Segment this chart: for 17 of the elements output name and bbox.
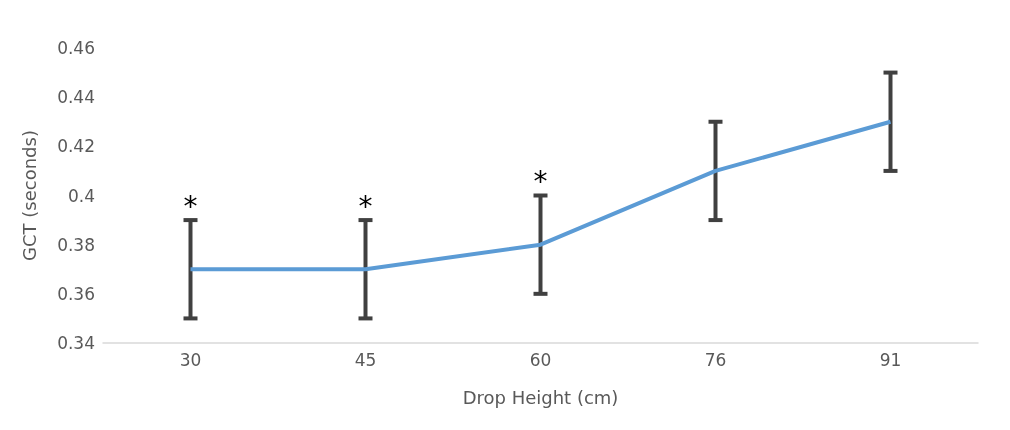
x-axis-title: Drop Height (cm) (462, 386, 619, 408)
x-tick-label: 60 (529, 349, 552, 370)
y-axis-title: GCT (seconds) (18, 130, 40, 261)
y-tick-label: 0.4 (67, 185, 95, 206)
annotation: * (533, 165, 548, 198)
x-tick-label: 76 (704, 349, 727, 370)
y-tick-label: 0.42 (57, 136, 95, 157)
y-tick-label: 0.36 (57, 283, 95, 304)
x-tick-label: 45 (354, 349, 377, 370)
y-tick-label: 0.44 (57, 87, 95, 108)
annotation: * (358, 189, 373, 223)
y-tick-label: 0.34 (57, 333, 95, 353)
x-tick-label: 30 (179, 349, 202, 370)
annotation: * (183, 189, 198, 223)
y-tick-label: 0.46 (57, 38, 95, 58)
x-tick-label: 91 (879, 349, 902, 370)
y-tick-label: 0.38 (57, 234, 95, 255)
